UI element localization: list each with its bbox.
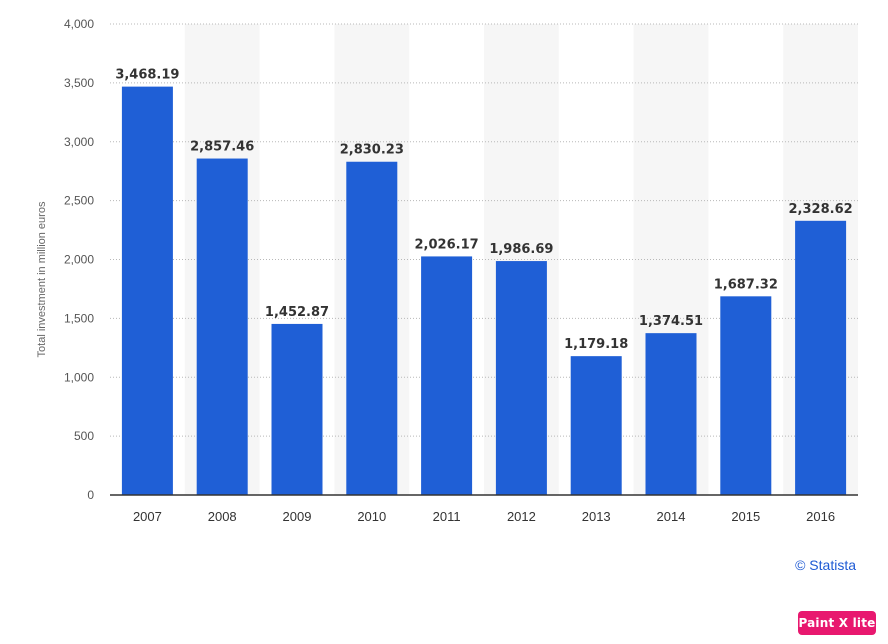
value-label-2013: 1,179.18	[564, 337, 628, 352]
y-tick-label: 4,000	[64, 17, 94, 31]
x-tick-label-2009: 2009	[283, 509, 312, 524]
x-tick-label-2008: 2008	[208, 509, 237, 524]
x-tick-label-2012: 2012	[507, 509, 536, 524]
y-axis-title: Total investment in million euros	[36, 201, 48, 357]
x-tick-label-2007: 2007	[133, 509, 162, 524]
x-tick-label-2011: 2011	[433, 509, 461, 524]
x-tick-label-2014: 2014	[657, 509, 686, 524]
y-tick-label: 500	[74, 429, 94, 443]
bar-2010[interactable]	[346, 161, 398, 495]
y-tick-label: 2,000	[64, 253, 94, 267]
value-label-2015: 1,687.32	[714, 277, 778, 292]
y-axis-ticks: 0 500 1,000 1,500 2,000 2,500 3,000 3,500 4,000	[64, 17, 94, 502]
value-labels: 3,468.19 2,857.46 1,452.87 2,830.23 2,026.17…	[115, 68, 852, 353]
x-tick-label-2013: 2013	[582, 509, 611, 524]
bar-2016[interactable]	[795, 220, 847, 495]
value-label-2014: 1,374.51	[639, 314, 703, 329]
value-label-2016: 2,328.62	[789, 202, 853, 217]
value-label-2007: 3,468.19	[115, 68, 179, 83]
y-tick-label: 1,500	[64, 311, 94, 325]
y-tick-label: 3,000	[64, 135, 94, 149]
x-tick-label-2010: 2010	[357, 509, 386, 524]
y-tick-label: 3,500	[64, 76, 94, 90]
bar-2009[interactable]	[271, 323, 323, 495]
value-label-2011: 2,026.17	[415, 237, 479, 252]
y-tick-label: 0	[87, 488, 94, 502]
value-label-2010: 2,830.23	[340, 143, 404, 158]
bar-2007[interactable]	[121, 86, 173, 495]
value-label-2008: 2,857.46	[190, 140, 254, 155]
bar-2013[interactable]	[570, 356, 622, 495]
value-label-2012: 1,986.69	[489, 242, 553, 257]
bar-2012[interactable]	[495, 261, 547, 495]
bar-2008[interactable]	[196, 158, 248, 495]
statista-credit-link[interactable]: © Statista	[795, 557, 856, 573]
x-tick-label-2016: 2016	[806, 509, 835, 524]
x-axis-ticks: 2007 2008 2009 2010 2011 2012 2013 2014 2015 2016	[133, 509, 835, 524]
y-tick-label: 2,500	[64, 194, 94, 208]
bar-2015[interactable]	[720, 296, 772, 495]
y-tick-label: 1,000	[64, 370, 94, 384]
bar-2014[interactable]	[645, 333, 697, 495]
value-label-2009: 1,452.87	[265, 305, 329, 320]
x-tick-label-2015: 2015	[731, 509, 760, 524]
paint-x-lite-badge[interactable]: Paint X lite	[798, 611, 876, 635]
bar-2011[interactable]	[421, 256, 473, 495]
bars	[121, 86, 847, 495]
